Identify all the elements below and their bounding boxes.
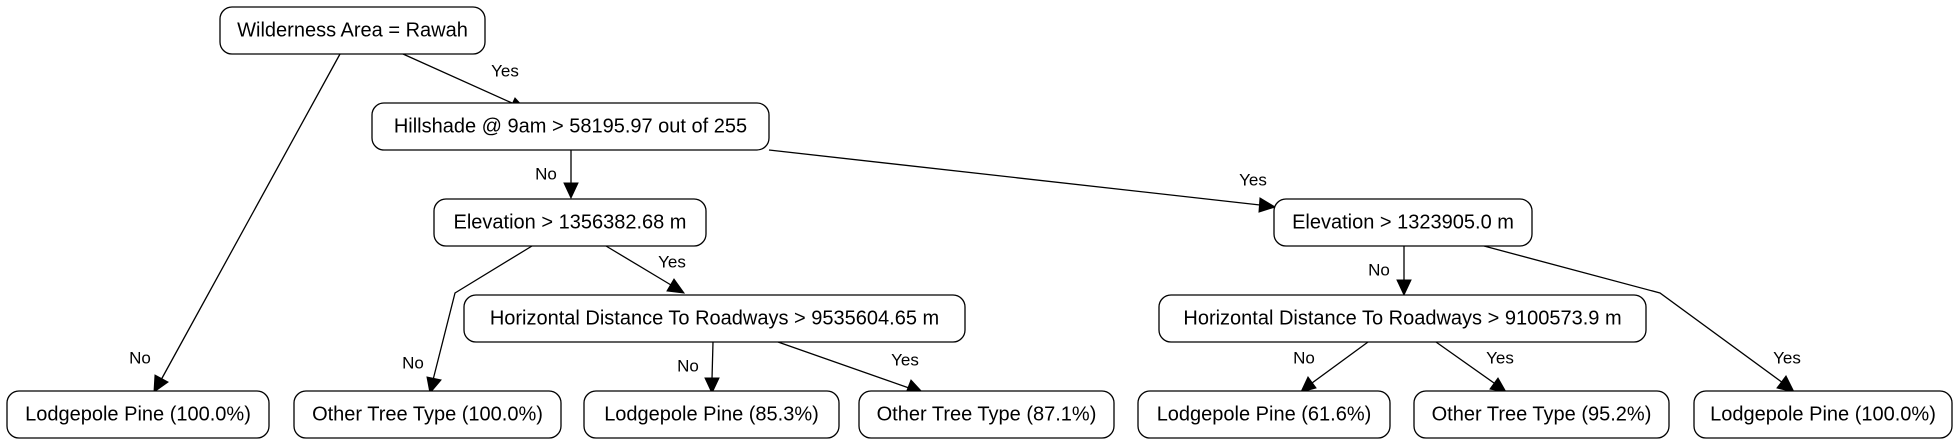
leaf-other-tree-type-3: Other Tree Type (95.2%): [1413, 390, 1670, 439]
node-label: Elevation > 1356382.68 m: [454, 212, 687, 234]
node-label: Other Tree Type (87.1%): [877, 404, 1097, 426]
edge-label: Yes: [891, 351, 919, 370]
leaf-lodgepole-pine-4: Lodgepole Pine (100.0%): [1693, 390, 1953, 439]
leaf-other-tree-type-1: Other Tree Type (100.0%): [293, 390, 562, 439]
node-hillshade: Hillshade @ 9am > 58195.97 out of 255: [371, 102, 770, 151]
node-label: Hillshade @ 9am > 58195.97 out of 255: [394, 116, 747, 138]
leaf-lodgepole-pine-1: Lodgepole Pine (100.0%): [6, 390, 270, 439]
edge-hdist-right-leaf5: No: [1293, 341, 1369, 393]
node-label: Lodgepole Pine (61.6%): [1157, 404, 1372, 426]
node-label: Elevation > 1323905.0 m: [1292, 212, 1514, 234]
edge-label: No: [1293, 349, 1315, 368]
edge-label: No: [677, 357, 699, 376]
node-label: Wilderness Area = Rawah: [237, 20, 468, 42]
leaf-other-tree-type-2: Other Tree Type (87.1%): [858, 390, 1115, 439]
node-hdist-left: Horizontal Distance To Roadways > 953560…: [463, 294, 966, 343]
edge-hdist-left-leaf3: No: [677, 341, 720, 395]
edge-label: Yes: [1486, 349, 1514, 368]
edge-elev-left-hdist-left: Yes: [605, 245, 686, 294]
edge-elev-right-leaf7: Yes: [1483, 245, 1801, 393]
edge-label: No: [535, 165, 557, 184]
leaf-lodgepole-pine-3: Lodgepole Pine (61.6%): [1137, 390, 1391, 439]
edge-label: Yes: [491, 62, 519, 81]
edge-label: No: [402, 354, 424, 373]
edge-root-leaf1: No: [129, 53, 341, 394]
node-hdist-right: Horizontal Distance To Roadways > 910057…: [1158, 294, 1647, 343]
node-label: Lodgepole Pine (100.0%): [1710, 404, 1936, 426]
node-label: Horizontal Distance To Roadways > 953560…: [490, 308, 939, 330]
edge-elev-left-leaf2: No: [402, 245, 533, 395]
node-wilderness-area: Wilderness Area = Rawah: [219, 6, 486, 55]
node-elevation-left: Elevation > 1356382.68 m: [433, 198, 707, 247]
edge-label: No: [129, 349, 151, 368]
node-label: Lodgepole Pine (100.0%): [25, 404, 251, 426]
leaf-lodgepole-pine-2: Lodgepole Pine (85.3%): [583, 390, 840, 439]
node-label: Other Tree Type (95.2%): [1432, 404, 1652, 426]
edge-hdist-left-leaf4: Yes: [777, 341, 925, 394]
node-elevation-right: Elevation > 1323905.0 m: [1273, 198, 1533, 247]
edge-label: Yes: [1773, 349, 1801, 368]
edge-label: Yes: [1239, 171, 1267, 190]
node-label: Lodgepole Pine (85.3%): [604, 404, 819, 426]
node-label: Horizontal Distance To Roadways > 910057…: [1183, 308, 1621, 330]
edge-label: Yes: [658, 253, 686, 272]
edge-elev-right-hdist-right: No: [1368, 246, 1412, 297]
edge-label: No: [1368, 261, 1390, 280]
edge-hillshade-elev-left: No: [535, 150, 579, 200]
edge-hillshade-elev-right: Yes: [768, 149, 1277, 213]
node-label: Other Tree Type (100.0%): [312, 404, 543, 426]
edge-hdist-right-leaf6: Yes: [1435, 341, 1514, 393]
